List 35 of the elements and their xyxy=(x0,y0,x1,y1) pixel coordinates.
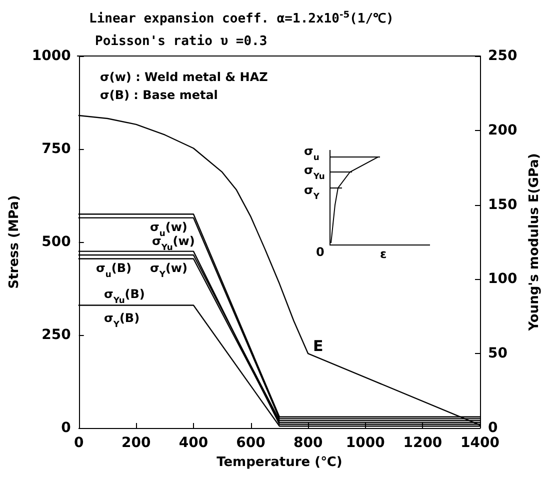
annotation: σ(B) : Base metal xyxy=(100,88,218,102)
y-tick-label: 500 xyxy=(42,234,72,250)
y2-tick-label: 0 xyxy=(488,420,498,436)
annotation: σ$_{u}$ xyxy=(304,144,320,162)
annotation: σ$_{Yu}$(B) xyxy=(104,287,145,305)
annotation: σ$_{Y}$(B) xyxy=(104,311,140,329)
chart-subtitle: Poisson's ratio υ =0.3 xyxy=(95,34,268,49)
x-tick-label: 1400 xyxy=(460,435,500,451)
y2-tick-label: 50 xyxy=(488,346,508,362)
y2-tick-label: 200 xyxy=(488,122,518,138)
x-tick-label: 1200 xyxy=(403,435,442,451)
x-tick-label: 0 xyxy=(74,435,84,451)
annotation: ε xyxy=(380,247,387,261)
x-tick-label: 200 xyxy=(122,435,152,451)
annotation: σ$_{Yu}$ xyxy=(304,163,325,181)
y-axis-title: Stress (MPa) xyxy=(7,195,22,289)
y2-tick-label: 250 xyxy=(488,48,518,64)
annotation: E xyxy=(313,337,324,355)
x-tick-label: 400 xyxy=(178,435,208,451)
y-tick-label: 0 xyxy=(61,420,72,436)
y2-tick-label: 150 xyxy=(488,196,518,213)
annotation: σ$_{Y}$(w) xyxy=(150,261,188,279)
y2-axis-title: Young's modulus E(GPa) xyxy=(527,153,542,332)
y-tick-label: 250 xyxy=(42,327,72,343)
x-axis-title: Temperature (℃) xyxy=(216,455,342,470)
x-tick-label: 1000 xyxy=(346,435,386,451)
annotation: σ$_{u}$(B) xyxy=(96,261,132,279)
y2-tick-label: 100 xyxy=(488,271,518,288)
y-tick-label: 750 xyxy=(42,141,72,157)
x-tick-label: 600 xyxy=(236,435,266,451)
y-tick-label: 1000 xyxy=(32,48,72,64)
annotation: σ$_{Y}$ xyxy=(304,183,320,201)
annotation: σ(w) : Weld metal & HAZ xyxy=(100,70,268,84)
x-tick-label: 800 xyxy=(293,435,323,451)
annotation: 0 xyxy=(316,245,324,259)
